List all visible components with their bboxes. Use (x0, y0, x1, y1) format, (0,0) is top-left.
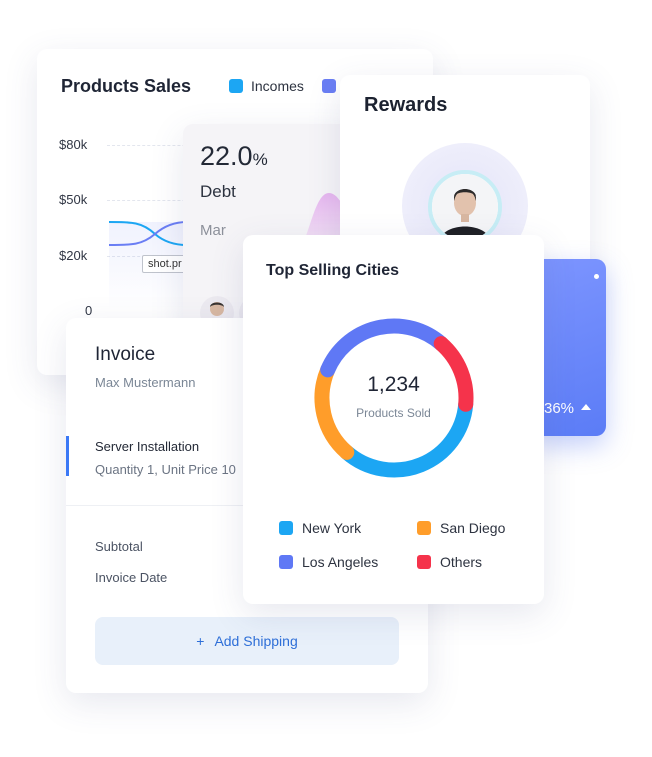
cities-donut-chart (314, 318, 474, 478)
subtotal-label: Subtotal (95, 539, 143, 554)
invoice-item-detail: Quantity 1, Unit Price 10 (95, 462, 236, 477)
donut-slice-los-angeles[interactable] (320, 318, 449, 378)
person-icon (432, 174, 498, 240)
sales-legend: Incomes (229, 78, 336, 94)
invoice-item-name: Server Installation (95, 439, 200, 454)
chart-tooltip: shot.pr (142, 255, 188, 273)
second-legend-swatch (321, 79, 336, 93)
legend-label: Others (440, 554, 483, 570)
cities-title: Top Selling Cities (266, 262, 400, 279)
donut-slice-san-diego[interactable] (314, 362, 355, 460)
debt-value: 22.0 (200, 141, 253, 171)
legend-label: San Diego (440, 520, 506, 536)
debt-percentage: 22.0% (200, 141, 268, 172)
legend-label: New York (302, 520, 362, 536)
products-sold-label: Products Sold (356, 406, 431, 420)
legend-swatch (417, 555, 431, 569)
menu-dot-icon[interactable] (594, 274, 599, 279)
legend-label: Los Angeles (302, 554, 379, 570)
second-series-line (108, 221, 188, 246)
item-accent-bar (66, 436, 69, 476)
legend-swatch (279, 521, 293, 535)
legend-swatch (279, 555, 293, 569)
donut-slice-others[interactable] (433, 336, 474, 412)
y-tick-label: $20k (59, 248, 88, 263)
add-shipping-button[interactable]: + Add Shipping (95, 617, 399, 665)
debt-unit: % (252, 150, 268, 169)
debt-month: Mar (200, 222, 226, 239)
invoice-title: Invoice (95, 344, 156, 365)
legend-item-san-diego[interactable]: San Diego (417, 520, 505, 536)
growth-value: 36% (544, 400, 575, 417)
plus-icon: + (196, 633, 205, 649)
invoice-date-label: Invoice Date (95, 570, 168, 585)
reward-avatar[interactable] (428, 170, 502, 244)
top-selling-cities-card: Top Selling Cities 1,234 Products Sold N… (243, 235, 544, 604)
donut-slice-new-york[interactable] (339, 396, 474, 478)
legend-item-others[interactable]: Others (417, 554, 482, 570)
legend-swatch (417, 521, 431, 535)
invoice-customer: Max Mustermann (95, 375, 196, 390)
legend-item-los-angeles[interactable]: Los Angeles (279, 554, 378, 570)
y-tick-label: 0 (85, 303, 93, 318)
products-sold-total: 1,234 (367, 373, 420, 396)
y-tick-label: $50k (59, 192, 88, 207)
products-sales-title: Products Sales (61, 76, 192, 96)
debt-label: Debt (200, 182, 236, 201)
add-shipping-label: Add Shipping (214, 633, 298, 649)
y-tick-label: $80k (59, 137, 88, 152)
incomes-legend-label[interactable]: Incomes (251, 78, 304, 94)
arrow-up-icon (581, 404, 591, 410)
legend-item-new-york[interactable]: New York (279, 520, 361, 536)
incomes-legend-swatch (229, 79, 243, 93)
rewards-title: Rewards (364, 94, 448, 116)
